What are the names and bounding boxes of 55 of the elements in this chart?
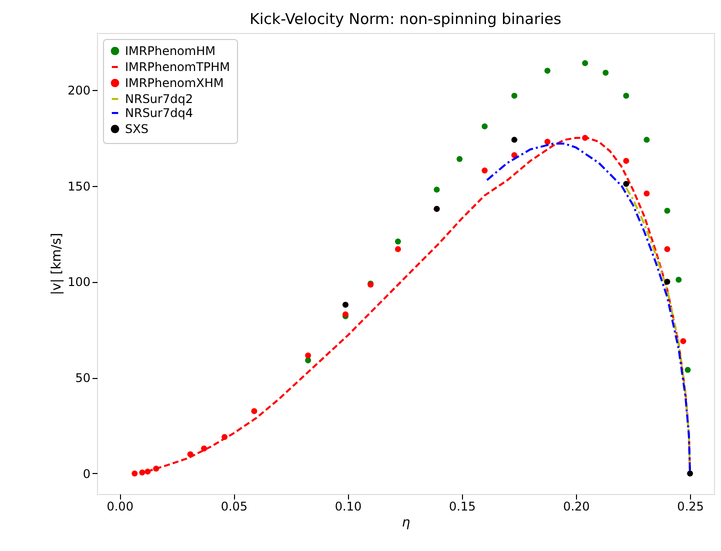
point xyxy=(456,156,463,162)
x-tick-label: 0.05 xyxy=(220,500,248,514)
point xyxy=(623,92,630,99)
point xyxy=(144,468,151,475)
point xyxy=(222,434,228,440)
x-axis-title: η xyxy=(402,516,410,530)
legend-label: IMRPhenomTPHM xyxy=(125,60,230,74)
legend-label: IMRPhenomHM xyxy=(125,44,216,58)
point xyxy=(251,408,258,414)
point xyxy=(187,451,194,458)
legend-label: NRSur7dq2 xyxy=(125,92,193,106)
point xyxy=(544,138,550,145)
point xyxy=(482,123,488,130)
point xyxy=(664,278,670,285)
x-tick-label: 0.00 xyxy=(106,500,134,514)
y-axis-title: |v| [km/s] xyxy=(50,232,65,296)
point xyxy=(482,168,488,174)
point xyxy=(153,466,160,472)
y-tick-label: 150 xyxy=(68,179,90,194)
legend-label: NRSur7dq4 xyxy=(125,106,193,120)
point xyxy=(394,246,401,252)
x-tick-label: 0.10 xyxy=(334,500,362,514)
point xyxy=(511,136,518,143)
point xyxy=(623,180,630,187)
point xyxy=(434,186,440,193)
point xyxy=(132,470,138,476)
point xyxy=(544,68,550,74)
point xyxy=(511,92,518,99)
chart-title: Kick-Velocity Norm: non-spinning binaries xyxy=(250,10,562,28)
point xyxy=(676,276,682,283)
point xyxy=(687,470,694,476)
point xyxy=(644,136,650,143)
point xyxy=(680,338,686,344)
x-tick-label: 0.20 xyxy=(563,500,590,514)
y-tick-label: 200 xyxy=(68,83,90,98)
point xyxy=(201,446,208,452)
point xyxy=(582,60,588,66)
point xyxy=(623,158,630,164)
x-tick-label: 0.15 xyxy=(449,500,476,514)
y-tick-label: 0 xyxy=(82,466,90,481)
point xyxy=(342,302,348,308)
y-tick-label: 100 xyxy=(68,275,90,290)
x-tick-label: 0.25 xyxy=(677,500,704,514)
point xyxy=(139,470,146,476)
point xyxy=(394,238,401,244)
point xyxy=(664,246,670,252)
legend-label: SXS xyxy=(125,122,148,136)
y-tick-label: 50 xyxy=(75,371,90,386)
point xyxy=(602,70,609,76)
point xyxy=(305,352,312,359)
point xyxy=(664,208,670,214)
point xyxy=(684,366,691,373)
point xyxy=(582,134,588,141)
point xyxy=(644,190,650,196)
legend-label: IMRPhenomXHM xyxy=(125,76,224,90)
